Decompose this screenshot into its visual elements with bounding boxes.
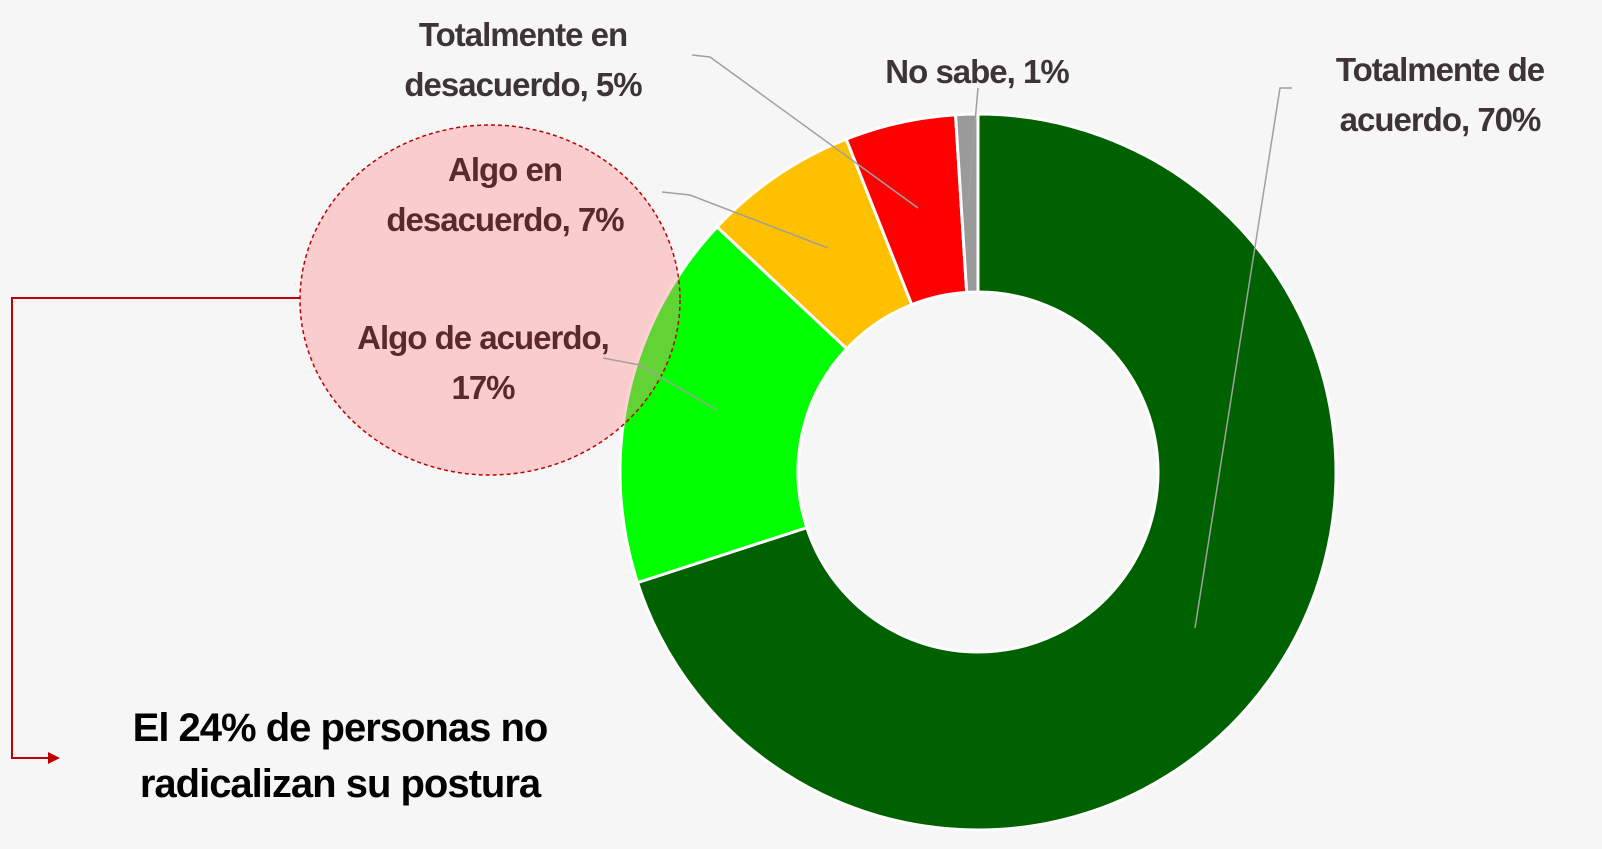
slice-label: Totalmente en desacuerdo, 5% [404,16,642,103]
leader-line [967,87,979,204]
arrow-head [48,752,60,764]
bracket-line [11,297,300,759]
slice-label: Algo en desacuerdo, 7% [386,151,624,238]
slices [618,112,1338,832]
highlight-ellipse [299,124,681,476]
leader-line [661,191,829,249]
annotation: El 24% de personas no radicalizan su pos… [132,706,549,806]
leader-line [602,357,718,411]
leader-line [1194,87,1292,629]
slice-label: Algo de acuerdo, 17% [357,319,610,406]
slice-label: Totalmente de acuerdo, 70% [1335,51,1545,138]
leader-lines [602,54,1292,629]
donut-slice [635,112,1338,832]
leader-line [691,54,919,209]
slice-label: No sabe, 1% [885,53,1069,90]
donut-slice [618,224,849,585]
